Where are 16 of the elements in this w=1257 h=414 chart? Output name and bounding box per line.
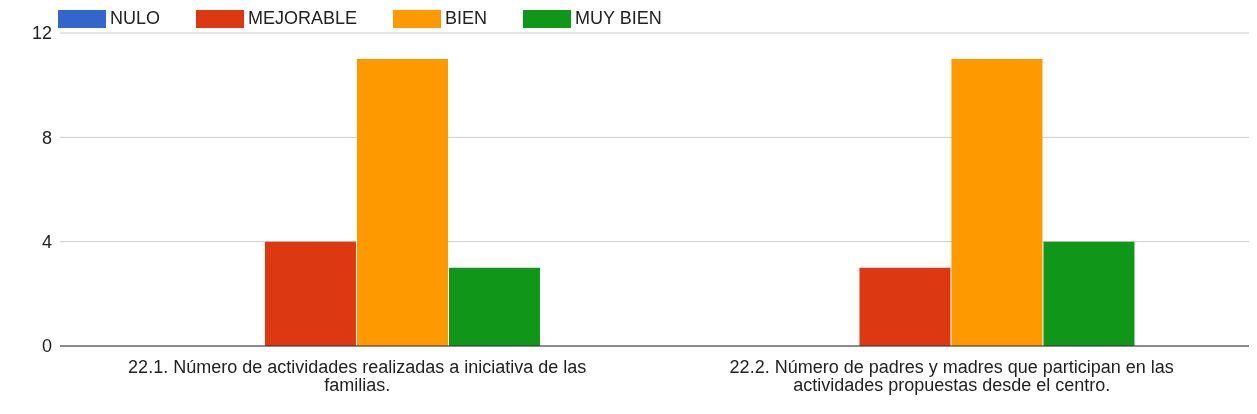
legend-label: NULO [110,8,161,29]
y-tick-label: 4 [41,232,52,253]
y-tick-label: 8 [41,127,52,148]
y-tick-label: 0 [41,336,52,357]
bar [1043,241,1135,346]
bar [951,59,1043,346]
x-tick-label: 22.1. Número de actividades realizadas a iniciativa de las familias. [128,356,587,395]
legend-label: MUY BIEN [575,8,662,29]
y-tick-label: 12 [31,23,52,44]
x-tick-label: 22.2. Número de padres y madres que participan en las actividades propuestas desde el centro. [729,356,1174,395]
bar [356,59,448,346]
bar [448,267,540,346]
legend-label: MEJORABLE [248,8,358,29]
bar [859,267,951,346]
legend-label: BIEN [445,8,488,29]
bar [264,241,356,346]
